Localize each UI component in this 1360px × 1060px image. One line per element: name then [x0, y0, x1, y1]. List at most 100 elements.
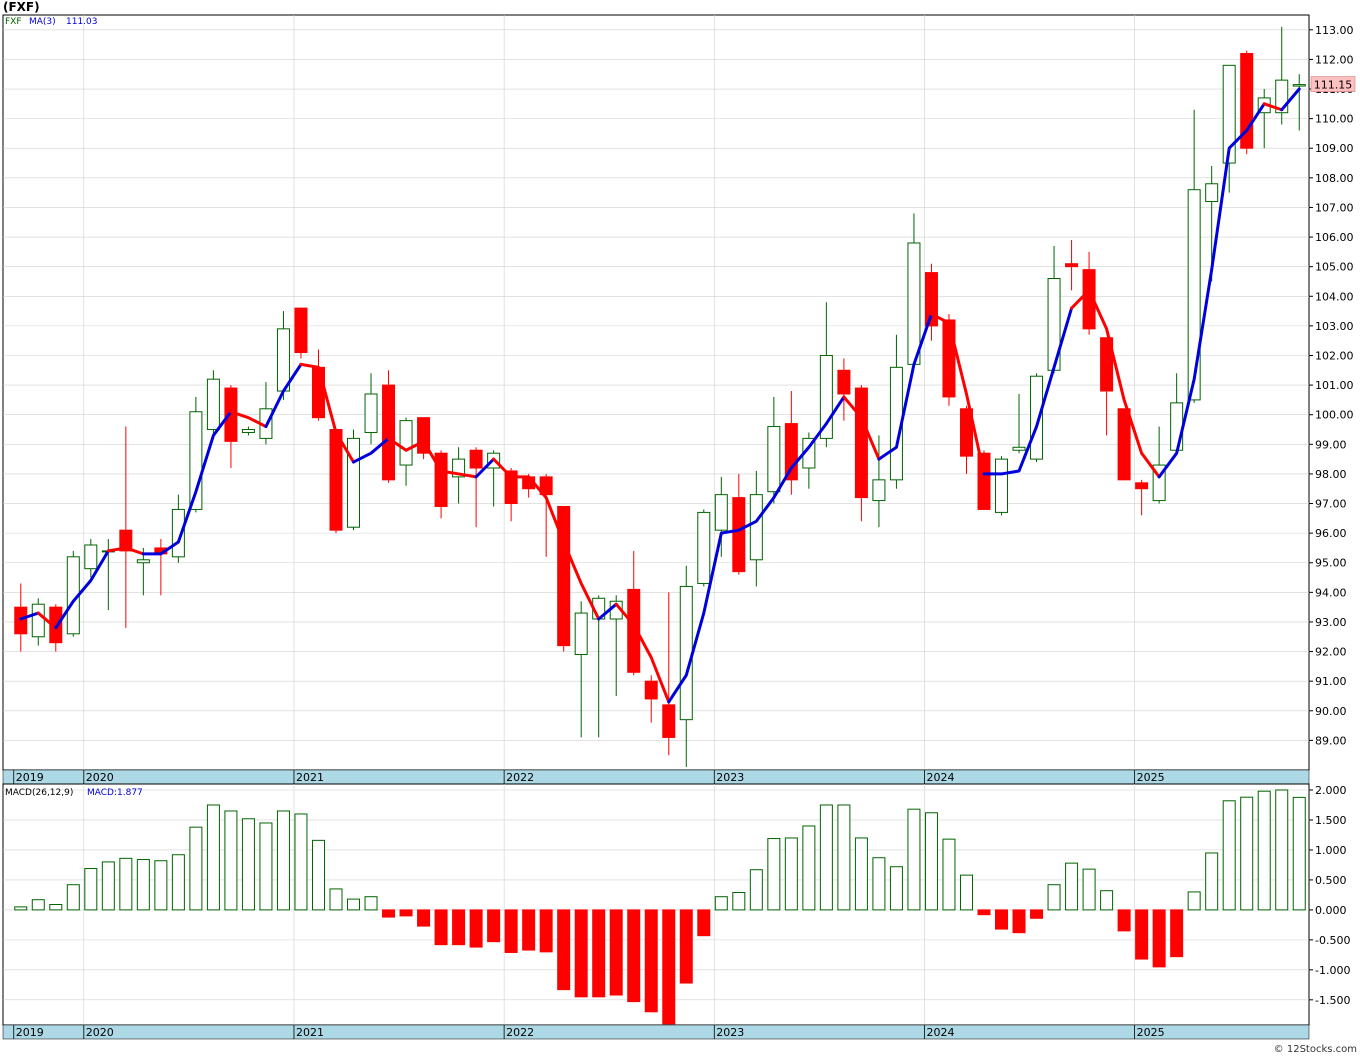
candle	[697, 509, 711, 587]
candle	[84, 539, 98, 578]
macd-bar-positive	[1100, 890, 1114, 911]
candle-body-down	[854, 387, 868, 499]
macd-bar-positive	[311, 839, 325, 911]
macd-bar-negative	[1030, 909, 1044, 919]
macd-bar-positive	[1222, 800, 1236, 911]
macd-bar-positive	[66, 884, 80, 911]
candle-body-down	[644, 680, 658, 700]
ma-segment-up	[597, 602, 618, 621]
candle-body-down	[329, 429, 343, 531]
candle	[241, 426, 255, 436]
macd-bar-negative	[609, 909, 623, 996]
candle-body-down	[1135, 482, 1149, 490]
macd-bar-positive	[329, 888, 343, 911]
candle-body-down	[732, 497, 746, 573]
candle-body-down	[119, 529, 133, 552]
candle-body-up	[347, 437, 361, 528]
macd-bar-positive	[924, 812, 938, 911]
candle-body-up	[1012, 446, 1026, 451]
macd-bar-positive	[749, 869, 763, 911]
candle-body-down	[311, 366, 325, 419]
macd-bar-positive	[31, 899, 45, 911]
candle-body-down	[977, 452, 991, 510]
candle-body-down	[294, 307, 308, 354]
candle-body-up	[31, 603, 45, 638]
macd-bar-negative	[662, 909, 676, 1025]
candle	[907, 213, 921, 368]
candle-body-down	[942, 319, 956, 398]
ma-segment-down	[929, 312, 986, 476]
macd-bar-positive	[136, 859, 150, 911]
candle-body-down	[539, 476, 553, 496]
candle	[31, 598, 45, 646]
price-date-label: 2022	[506, 771, 534, 784]
macd-bar-negative	[434, 909, 448, 946]
candle	[1222, 64, 1236, 193]
price-date-label: 2019	[16, 771, 44, 784]
candle-body-up	[872, 479, 886, 502]
macd-bar-negative	[627, 909, 641, 1003]
candle-body-up	[1187, 189, 1201, 401]
macd-bar-positive	[364, 896, 378, 911]
macd-bar-negative	[452, 909, 466, 946]
macd-bar-positive	[1275, 789, 1289, 911]
macd-bar-positive	[1240, 796, 1254, 911]
price-axis-ticks: 89.00 90.00 91.00 92.00 93.00 94.00 95.00 96.00…	[1309, 24, 1354, 747]
macd-bar-positive	[14, 906, 28, 911]
candle	[399, 417, 413, 486]
macd-bar-positive	[732, 892, 746, 911]
price-tick-label: 103.00	[1315, 320, 1354, 333]
macd-bar-positive	[171, 854, 185, 911]
macd-bar-negative	[557, 909, 571, 991]
macd-bar-positive	[154, 860, 168, 911]
candle-body-up	[84, 544, 98, 570]
candle	[872, 435, 886, 528]
ma-segment-down	[36, 611, 58, 630]
candle	[1187, 109, 1201, 403]
ma-segment-up	[1157, 102, 1266, 479]
candle	[66, 550, 80, 637]
price-tick-label: 97.00	[1315, 498, 1347, 511]
macd-bar-negative	[679, 909, 693, 984]
price-tick-label: 102.00	[1315, 349, 1354, 362]
macd-bar-negative	[644, 909, 658, 1013]
ma-segment-down	[299, 362, 356, 464]
price-tick-label: 89.00	[1315, 734, 1347, 747]
candle	[679, 565, 693, 768]
macd-bar-positive	[1082, 868, 1096, 911]
candle	[959, 405, 973, 474]
macd-tick-label: 0.500	[1315, 874, 1347, 887]
candle	[802, 432, 816, 489]
candle	[732, 473, 746, 575]
ma-segment-up	[352, 436, 391, 464]
candle	[1100, 337, 1114, 436]
candle-body-up	[276, 328, 290, 392]
candle	[1292, 74, 1306, 131]
moving-average-line	[19, 87, 1301, 704]
macd-tick-label: -1.000	[1315, 964, 1350, 977]
macd-legend-label: MACD(26,12,9)	[5, 788, 73, 798]
macd-tick-label: 1.500	[1315, 814, 1347, 827]
candle-body-up	[1205, 183, 1219, 203]
macd-bar-positive	[84, 868, 98, 911]
macd-histogram	[14, 789, 1306, 1025]
price-tick-label: 112.00	[1315, 53, 1354, 66]
price-year-gridlines	[83, 15, 1135, 770]
macd-bar-positive	[872, 857, 886, 911]
price-tick-label: 100.00	[1315, 409, 1354, 422]
candle	[837, 358, 851, 421]
price-date-band	[2, 769, 1310, 785]
macd-bar-positive	[889, 866, 903, 911]
macd-bar-positive	[959, 874, 973, 911]
macd-bar-positive	[942, 838, 956, 911]
ma-segment-down	[106, 546, 145, 556]
macd-bar-negative	[417, 909, 431, 927]
last-price-box	[1310, 76, 1356, 92]
macd-tick-label: 1.000	[1315, 844, 1347, 857]
macd-bar-positive	[119, 857, 133, 911]
price-date-label: 2020	[86, 771, 114, 784]
ma-segment-up	[141, 410, 233, 556]
macd-date-label: 2020	[86, 1026, 114, 1039]
macd-panel: 2.000 1.500 1.000 0.500 0.000 -0.500 -1.000 -1.…	[2, 783, 1350, 1040]
